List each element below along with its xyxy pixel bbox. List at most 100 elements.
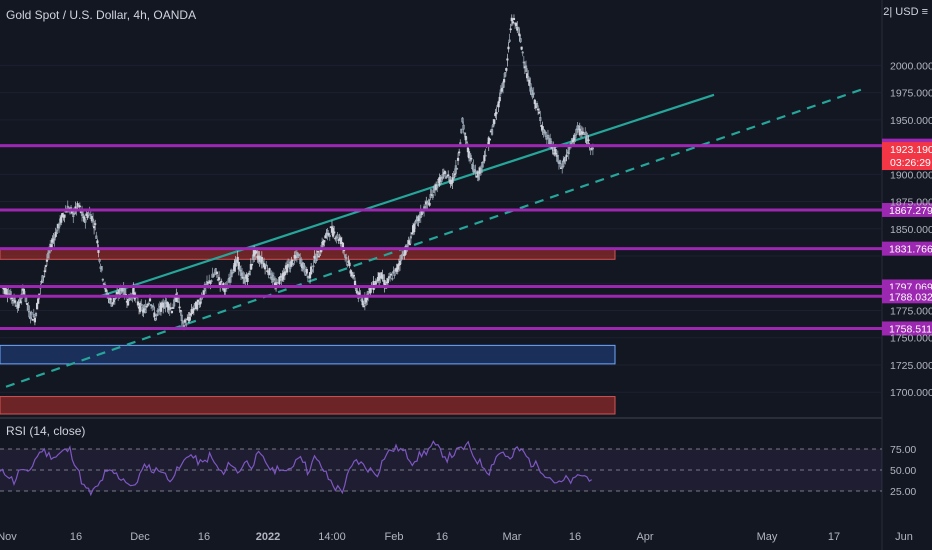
candle-body	[199, 301, 202, 305]
price-tick-label: 2000.000	[890, 60, 932, 72]
candle-body	[220, 280, 223, 283]
candle-body	[515, 22, 518, 27]
price-axis[interactable]: 2000.000 1975.000 1950.000 1900.000 1875.000…	[882, 60, 932, 399]
candle-body	[43, 270, 46, 273]
candle-body	[5, 289, 8, 295]
candle-body	[84, 219, 87, 223]
price-zones[interactable]	[0, 247, 616, 415]
candle-body	[460, 128, 463, 134]
candle-body	[492, 124, 495, 128]
candle-body	[477, 173, 480, 180]
time-tick-label: Mar	[503, 531, 522, 543]
trendlines[interactable]	[5, 88, 863, 388]
candle-body	[323, 240, 326, 243]
candle-body	[324, 235, 327, 239]
candle-body	[22, 289, 26, 295]
candle-body	[92, 226, 96, 229]
candle-body	[34, 312, 38, 317]
dashed-trendline[interactable]	[5, 88, 863, 388]
candle-body	[350, 271, 353, 277]
level-tag[interactable]	[882, 241, 932, 256]
time-tick-label: 16	[436, 531, 448, 543]
candle-body	[541, 126, 544, 130]
candle-body	[147, 302, 151, 305]
candle-body	[353, 280, 357, 286]
candle-body	[290, 261, 293, 267]
candle-body	[185, 323, 188, 326]
rsi-indicator-label[interactable]: RSI (14, close)	[6, 424, 86, 438]
time-axis[interactable]: Nov 16 Dec 16 2022 14:00 Feb 16 Mar 16 Apr May 17 Jun	[0, 531, 913, 543]
candle-body	[461, 117, 464, 123]
candle-body	[533, 99, 536, 105]
candle-body	[450, 182, 453, 185]
candle-body	[192, 308, 195, 310]
candle-body	[100, 266, 103, 271]
candle-body	[136, 301, 140, 306]
time-tick-label: 16	[70, 531, 82, 543]
candle-body	[69, 207, 73, 209]
time-tick-label: Nov	[0, 531, 17, 543]
candle-body	[171, 307, 175, 309]
candle-body	[153, 312, 156, 318]
last-price-tag[interactable]	[882, 142, 932, 171]
solid-trendline[interactable]	[99, 93, 715, 298]
time-tick-label: 14:00	[318, 531, 346, 543]
level-tag[interactable]	[882, 202, 932, 217]
candle-body	[236, 256, 239, 263]
candle-body	[19, 301, 22, 303]
candle-body	[32, 314, 35, 318]
candle-body	[500, 87, 504, 92]
price-tick-label: 1750.000	[890, 333, 932, 345]
candle-body	[210, 280, 213, 283]
level-tag[interactable]	[882, 321, 932, 336]
candle-body	[14, 300, 17, 303]
candle-body	[408, 243, 411, 246]
candle-body	[146, 304, 149, 306]
candle-body	[390, 274, 393, 276]
candle-body	[465, 141, 468, 144]
price-tick-label: 1875.000	[890, 197, 932, 209]
candle-body	[507, 46, 510, 50]
candle-body	[87, 212, 90, 216]
candle-body	[538, 112, 541, 114]
candle-body	[316, 250, 319, 253]
blue-demand-zone[interactable]	[0, 344, 616, 365]
price-tick-label: 1900.000	[890, 169, 932, 181]
candle-body	[109, 298, 112, 300]
candle-body	[312, 265, 315, 268]
candle-body	[558, 160, 562, 164]
candle-body	[212, 275, 215, 277]
candle-body	[245, 274, 248, 279]
time-tick-label: Apr	[636, 531, 653, 543]
candle-body	[519, 38, 522, 43]
candle-body	[544, 131, 547, 137]
candle-body	[333, 231, 336, 234]
candle-body	[391, 277, 394, 280]
red-supply-zone[interactable]	[0, 396, 616, 415]
candle-body	[217, 277, 221, 280]
candle-body	[223, 288, 226, 293]
time-tick-label: May	[757, 531, 778, 543]
level-tag[interactable]	[882, 289, 932, 304]
candle-body	[169, 307, 172, 309]
last-price-label: 1923.190	[890, 144, 932, 156]
currency-selector[interactable]: 2| USD ≡	[883, 6, 928, 18]
candle-body	[327, 233, 330, 235]
level-tag-label: 1788.032	[889, 291, 932, 303]
symbol-title[interactable]: Gold Spot / U.S. Dollar, 4h, OANDA	[6, 8, 197, 22]
candle-body	[401, 254, 404, 260]
candle-body	[464, 135, 467, 141]
candle-body	[462, 124, 465, 130]
candle-body	[145, 305, 148, 308]
candle-body	[98, 259, 101, 262]
level-tag-label: 1758.511	[889, 323, 932, 335]
candle-body	[183, 319, 187, 323]
candle-body	[179, 310, 182, 312]
candle-body	[591, 147, 595, 150]
candle-body	[458, 151, 461, 154]
candle-body	[266, 270, 269, 272]
candle-body	[248, 270, 251, 276]
candle-body	[495, 112, 498, 115]
